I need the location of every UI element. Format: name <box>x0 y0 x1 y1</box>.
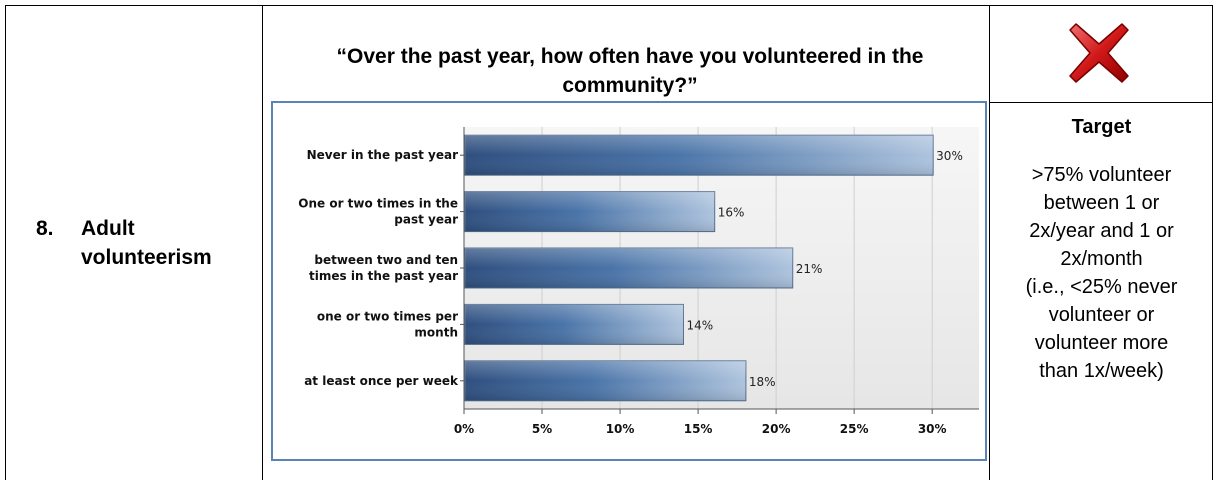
table-border-left <box>5 5 6 480</box>
bar-shine <box>465 360 746 401</box>
table-border-top <box>5 5 1213 6</box>
category-label: month <box>414 325 458 339</box>
x-tick-label: 10% <box>606 422 635 436</box>
bar-chart: 0% 5% 10% 15% 20% 25% 30% 30% Never in the past … <box>271 101 987 461</box>
category-label: past year <box>394 213 458 227</box>
data-label: 30% <box>936 149 963 163</box>
x-tick-label: 25% <box>840 422 869 436</box>
row-title: Adult volunteerism <box>81 217 212 269</box>
red-x-icon <box>1068 22 1130 89</box>
x-tick-label: 30% <box>918 422 947 436</box>
table-border-col2 <box>989 5 990 480</box>
data-label: 16% <box>718 206 745 220</box>
target-divider <box>989 102 1213 103</box>
category-label: at least once per week <box>304 374 459 388</box>
category-label: between two and ten <box>314 253 458 267</box>
category-label: times in the past year <box>309 269 458 283</box>
target-text: >75% volunteer between 1 or 2x/year and … <box>1025 164 1178 382</box>
data-label: 14% <box>686 318 713 332</box>
category-label: Never in the past year <box>307 148 458 162</box>
x-tick-label: 20% <box>762 422 791 436</box>
bar-shine <box>465 135 934 176</box>
category-label: One or two times in the <box>298 197 458 211</box>
row-number: 8. <box>36 217 54 240</box>
x-tick-label: 0% <box>454 422 474 436</box>
data-label: 18% <box>749 375 776 389</box>
table-border-right <box>1212 5 1213 480</box>
target-title: Target <box>1071 116 1132 138</box>
x-tick-label: 5% <box>532 422 552 436</box>
chart-svg: 0% 5% 10% 15% 20% 25% 30% 30% Never in the past … <box>298 127 979 436</box>
bar-shine <box>465 248 793 288</box>
data-label: 21% <box>796 262 823 276</box>
x-tick-label: 15% <box>684 422 713 436</box>
bar-shine <box>465 304 684 345</box>
question-title: “Over the past year, how often have you … <box>336 45 924 97</box>
category-label: one or two times per <box>317 309 458 323</box>
bar-shine <box>465 191 715 232</box>
table-border-col1 <box>262 5 263 480</box>
